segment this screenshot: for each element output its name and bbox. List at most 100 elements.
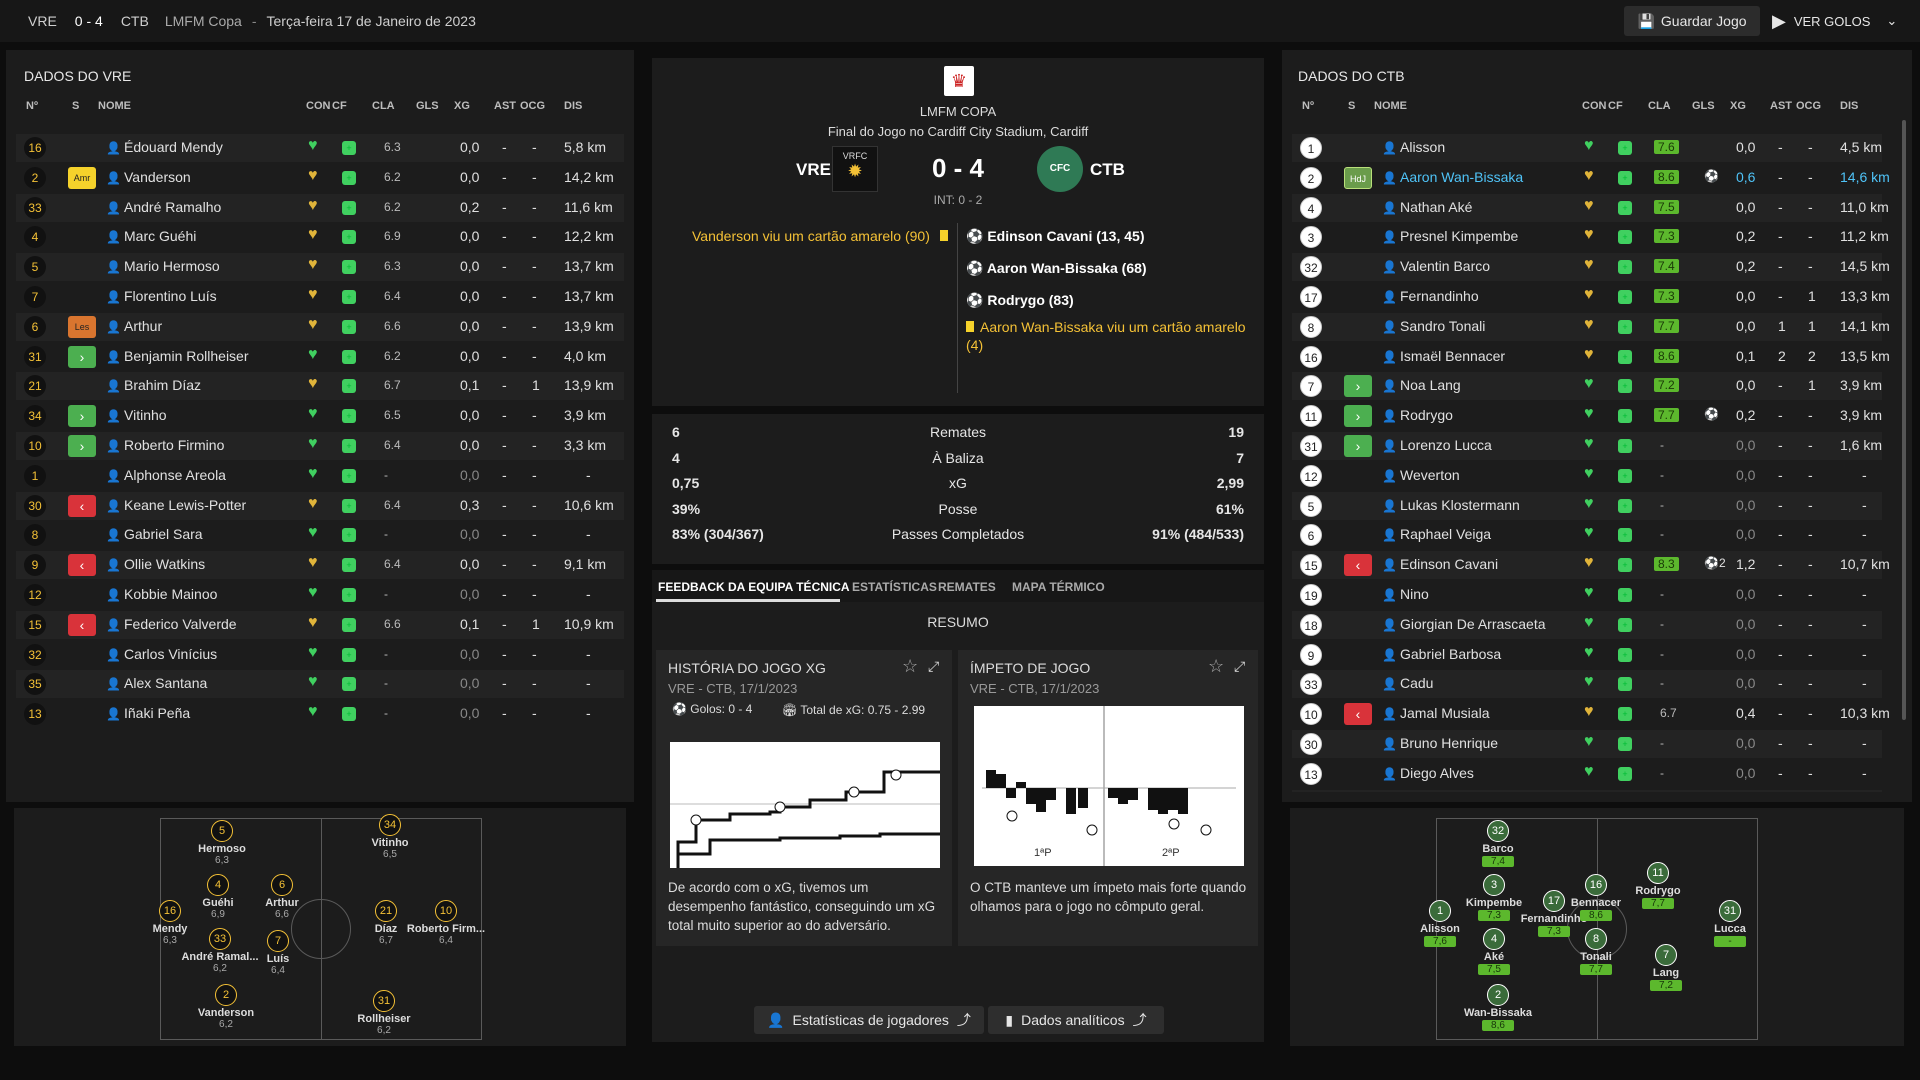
scrollbar[interactable] xyxy=(1902,120,1906,720)
save-game-button[interactable]: 💾 Guardar Jogo xyxy=(1624,6,1760,36)
player-name[interactable]: Fernandinho xyxy=(1400,288,1479,304)
view-goals-button[interactable]: ▶ VER GOLOS ⌄ xyxy=(1772,6,1912,36)
player-name[interactable]: Vitinho xyxy=(124,407,167,424)
pitch-player[interactable]: 2 Vanderson 6,2 xyxy=(181,984,271,1030)
pitch-player[interactable]: 7 Lang 7,2 xyxy=(1621,944,1711,991)
player-row[interactable]: 16 👤 Édouard Mendy ♥ +6.3 0,0 - - 5,8 km xyxy=(16,134,624,162)
player-name[interactable]: Brahim Díaz xyxy=(124,377,202,394)
player-name[interactable]: Raphael Veiga xyxy=(1400,526,1492,543)
pitch-player[interactable]: 34 Vitinho 6,5 xyxy=(345,814,435,860)
player-row[interactable]: 17 👤 Fernandinho ♥ +7.3 0,0 - 1 13,3 km xyxy=(1292,283,1890,311)
player-row[interactable]: 33 👤 André Ramalho ♥ +6.2 0,2 - - 11,6 km xyxy=(16,193,624,222)
pitch-player[interactable]: 31 Rollheiser 6,2 xyxy=(339,990,429,1036)
player-name[interactable]: Nathan Aké xyxy=(1400,198,1473,215)
tab-1[interactable]: ESTATÍSTICAS xyxy=(852,580,937,594)
player-name[interactable]: Lorenzo Lucca xyxy=(1400,437,1492,453)
player-name[interactable]: Giorgian De Arrascaeta xyxy=(1400,615,1546,632)
column-header[interactable]: S xyxy=(1348,100,1356,112)
pitch-player[interactable]: 17 Fernandinho 7,3 xyxy=(1509,890,1599,937)
player-row[interactable]: 30 👤 Bruno Henrique ♥ + - 0,0 - - - xyxy=(1292,730,1882,758)
pitch-player[interactable]: 16 Mendy 6,3 xyxy=(125,900,215,946)
player-row[interactable]: 21 👤 Brahim Díaz ♥ +6.7 0,1 - 1 13,9 km xyxy=(16,372,624,401)
pitch-player[interactable]: 5 Hermoso 6,3 xyxy=(177,820,267,866)
player-row[interactable]: 15 ‹ 👤 Federico Valverde ♥ +6.6 0,1 - 1 10,9 km xyxy=(16,610,624,639)
player-name[interactable]: Aaron Wan-Bissaka xyxy=(1400,168,1524,185)
player-name[interactable]: Arthur xyxy=(124,317,163,334)
pitch-player[interactable]: 31 Lucca - xyxy=(1685,900,1775,947)
expand-icon[interactable]: ⤢ xyxy=(928,658,940,674)
pitch-player[interactable]: 3 Kimpembe 7,3 xyxy=(1449,874,1539,921)
player-row[interactable]: 14‹👤Philippe Coutinho♥+6.60,1--9,4 km xyxy=(1292,789,1882,792)
column-header[interactable]: OCG xyxy=(1796,100,1822,112)
player-name[interactable]: Cadu xyxy=(1400,675,1434,692)
player-name[interactable]: Édouard Mendy xyxy=(124,139,223,155)
player-row[interactable]: 7 👤 Florentino Luís ♥ +6.4 0,0 - - 13,7 km xyxy=(16,283,624,311)
player-row[interactable]: 13 👤 Iñaki Peña ♥ + - 0,0 - - - xyxy=(16,700,624,728)
player-name[interactable]: Bruno Henrique xyxy=(1400,735,1499,751)
column-header[interactable]: CON xyxy=(1582,100,1607,112)
column-header[interactable]: AST xyxy=(1770,100,1792,112)
player-row[interactable]: 19 👤 Nino ♥ + - 0,0 - - - xyxy=(1292,581,1882,609)
column-header[interactable]: GLS xyxy=(416,100,439,112)
column-header[interactable]: S xyxy=(72,100,80,112)
player-name[interactable]: Noa Lang xyxy=(1400,377,1461,394)
player-row[interactable]: 1 👤 Alisson ♥ +7.6 0,0 - - 4,5 km xyxy=(1292,134,1882,162)
player-row[interactable]: 12 👤 Weverton ♥ + - 0,0 - - - xyxy=(1292,462,1882,490)
column-header[interactable]: CLA xyxy=(372,100,395,112)
player-name[interactable]: Diego Alves xyxy=(1400,764,1474,781)
tab-2[interactable]: REMATES xyxy=(938,580,996,594)
player-name[interactable]: Nino xyxy=(1400,586,1429,602)
column-header[interactable]: Nº xyxy=(1302,100,1314,112)
column-header[interactable]: DIS xyxy=(564,100,583,112)
player-row[interactable]: 8 👤 Sandro Tonali ♥ +7.7 0,0 1 1 14,1 km xyxy=(1292,312,1890,341)
pitch-player[interactable]: 8 Tonali 7,7 xyxy=(1551,928,1641,975)
tab-0[interactable]: FEEDBACK DA EQUIPA TÉCNICA xyxy=(658,580,850,594)
player-row[interactable]: 10 › 👤 Roberto Firmino ♥ +6.4 0,0 - - 3,3 km xyxy=(16,432,624,460)
column-header[interactable]: AST xyxy=(494,100,516,112)
player-name[interactable]: Iñaki Peña xyxy=(124,705,191,722)
player-name[interactable]: Alex Santana xyxy=(124,675,208,692)
column-header[interactable]: OCG xyxy=(520,100,546,112)
player-stats-button[interactable]: 👤 Estatísticas de jogadores ⤴ xyxy=(754,1006,984,1034)
player-name[interactable]: Kobbie Mainoo xyxy=(124,586,218,602)
player-row[interactable]: 8 👤 Gabriel Sara ♥ + - 0,0 - - - xyxy=(16,521,624,549)
player-name[interactable]: Edinson Cavani xyxy=(1400,556,1499,573)
pitch-player[interactable]: 6 Arthur 6,6 xyxy=(237,874,327,920)
player-row[interactable]: 7 › 👤 Noa Lang ♥ +7.2 0,0 - 1 3,9 km xyxy=(1292,372,1882,401)
column-header[interactable]: NOME xyxy=(98,100,131,112)
player-row[interactable]: 30 ‹ 👤 Keane Lewis-Potter ♥ +6.4 0,3 - - 10,6 km xyxy=(16,491,624,520)
player-name[interactable]: Gabriel Barbosa xyxy=(1400,645,1502,662)
player-row[interactable]: 35 👤 Alex Santana ♥ + - 0,0 - - - xyxy=(16,670,624,699)
player-row[interactable]: 6 👤 Raphael Veiga ♥ + - 0,0 - - - xyxy=(1292,521,1882,549)
player-name[interactable]: Presnel Kimpembe xyxy=(1400,228,1519,245)
column-header[interactable]: CON xyxy=(306,100,331,112)
player-row[interactable]: 10 ‹ 👤 Jamal Musiala ♥ +6.7 0,4 - - 10,3 km xyxy=(1292,700,1890,728)
pitch-player[interactable]: 16 Bennacer 8,6 xyxy=(1551,874,1641,921)
column-header[interactable]: XG xyxy=(1730,100,1746,112)
player-name[interactable]: Valentin Barco xyxy=(1400,258,1491,275)
player-name[interactable]: Carlos Vinícius xyxy=(124,645,218,662)
player-row[interactable]: 34 › 👤 Vitinho ♥ +6.5 0,0 - - 3,9 km xyxy=(16,402,624,430)
player-name[interactable]: Jamal Musiala xyxy=(1400,705,1490,722)
player-row[interactable]: 31 › 👤 Lorenzo Lucca ♥ + - 0,0 - - 1,6 km xyxy=(1292,432,1882,460)
player-row[interactable]: 9 👤 Gabriel Barbosa ♥ + - 0,0 - - - xyxy=(1292,641,1882,669)
player-row[interactable]: 5 👤 Lukas Klostermann ♥ + - 0,0 - - - xyxy=(1292,491,1882,520)
column-header[interactable]: DIS xyxy=(1840,100,1859,112)
expand-icon[interactable]: ⤢ xyxy=(1234,658,1246,674)
player-row[interactable]: 18 👤 Giorgian De Arrascaeta ♥ + - 0,0 - - - xyxy=(1292,610,1882,639)
column-header[interactable]: GLS xyxy=(1692,100,1715,112)
player-row[interactable]: 2 Amr 👤 Vanderson ♥ +6.2 0,0 - - 14,2 km xyxy=(16,164,624,192)
player-name[interactable]: Rodrygo xyxy=(1400,407,1453,424)
player-name[interactable]: Weverton xyxy=(1400,466,1460,483)
pitch-player[interactable]: 4 Guéhi 6,9 xyxy=(173,874,263,920)
player-row[interactable]: 12 👤 Kobbie Mainoo ♥ + - 0,0 - - - xyxy=(16,581,624,609)
player-name[interactable]: Alisson xyxy=(1400,139,1446,155)
player-row[interactable]: 4 👤 Nathan Aké ♥ +7.5 0,0 - - 11,0 km xyxy=(1292,193,1889,222)
star-icon[interactable]: ☆ xyxy=(1208,656,1225,676)
player-row[interactable]: 2 HdJ 👤 Aaron Wan-Bissaka ♥ +8.6 ⚽ 0,6 - - 14,6 km xyxy=(1292,164,1890,192)
player-row[interactable]: 32 👤 Valentin Barco ♥ +7.4 0,2 - - 14,5 km xyxy=(1292,253,1890,282)
player-row[interactable]: 4 👤 Marc Guéhi ♥ +6.9 0,0 - - 12,2 km xyxy=(16,223,624,251)
player-row[interactable]: 15 ‹ 👤 Edinson Cavani ♥ +8.3 ⚽2 1,2 - - 10,7 km xyxy=(1292,551,1890,580)
tab-3[interactable]: MAPA TÉRMICO xyxy=(1012,580,1105,594)
player-row[interactable]: 16 👤 Ismaël Bennacer ♥ +8.6 0,1 2 2 13,5 km xyxy=(1292,343,1890,371)
